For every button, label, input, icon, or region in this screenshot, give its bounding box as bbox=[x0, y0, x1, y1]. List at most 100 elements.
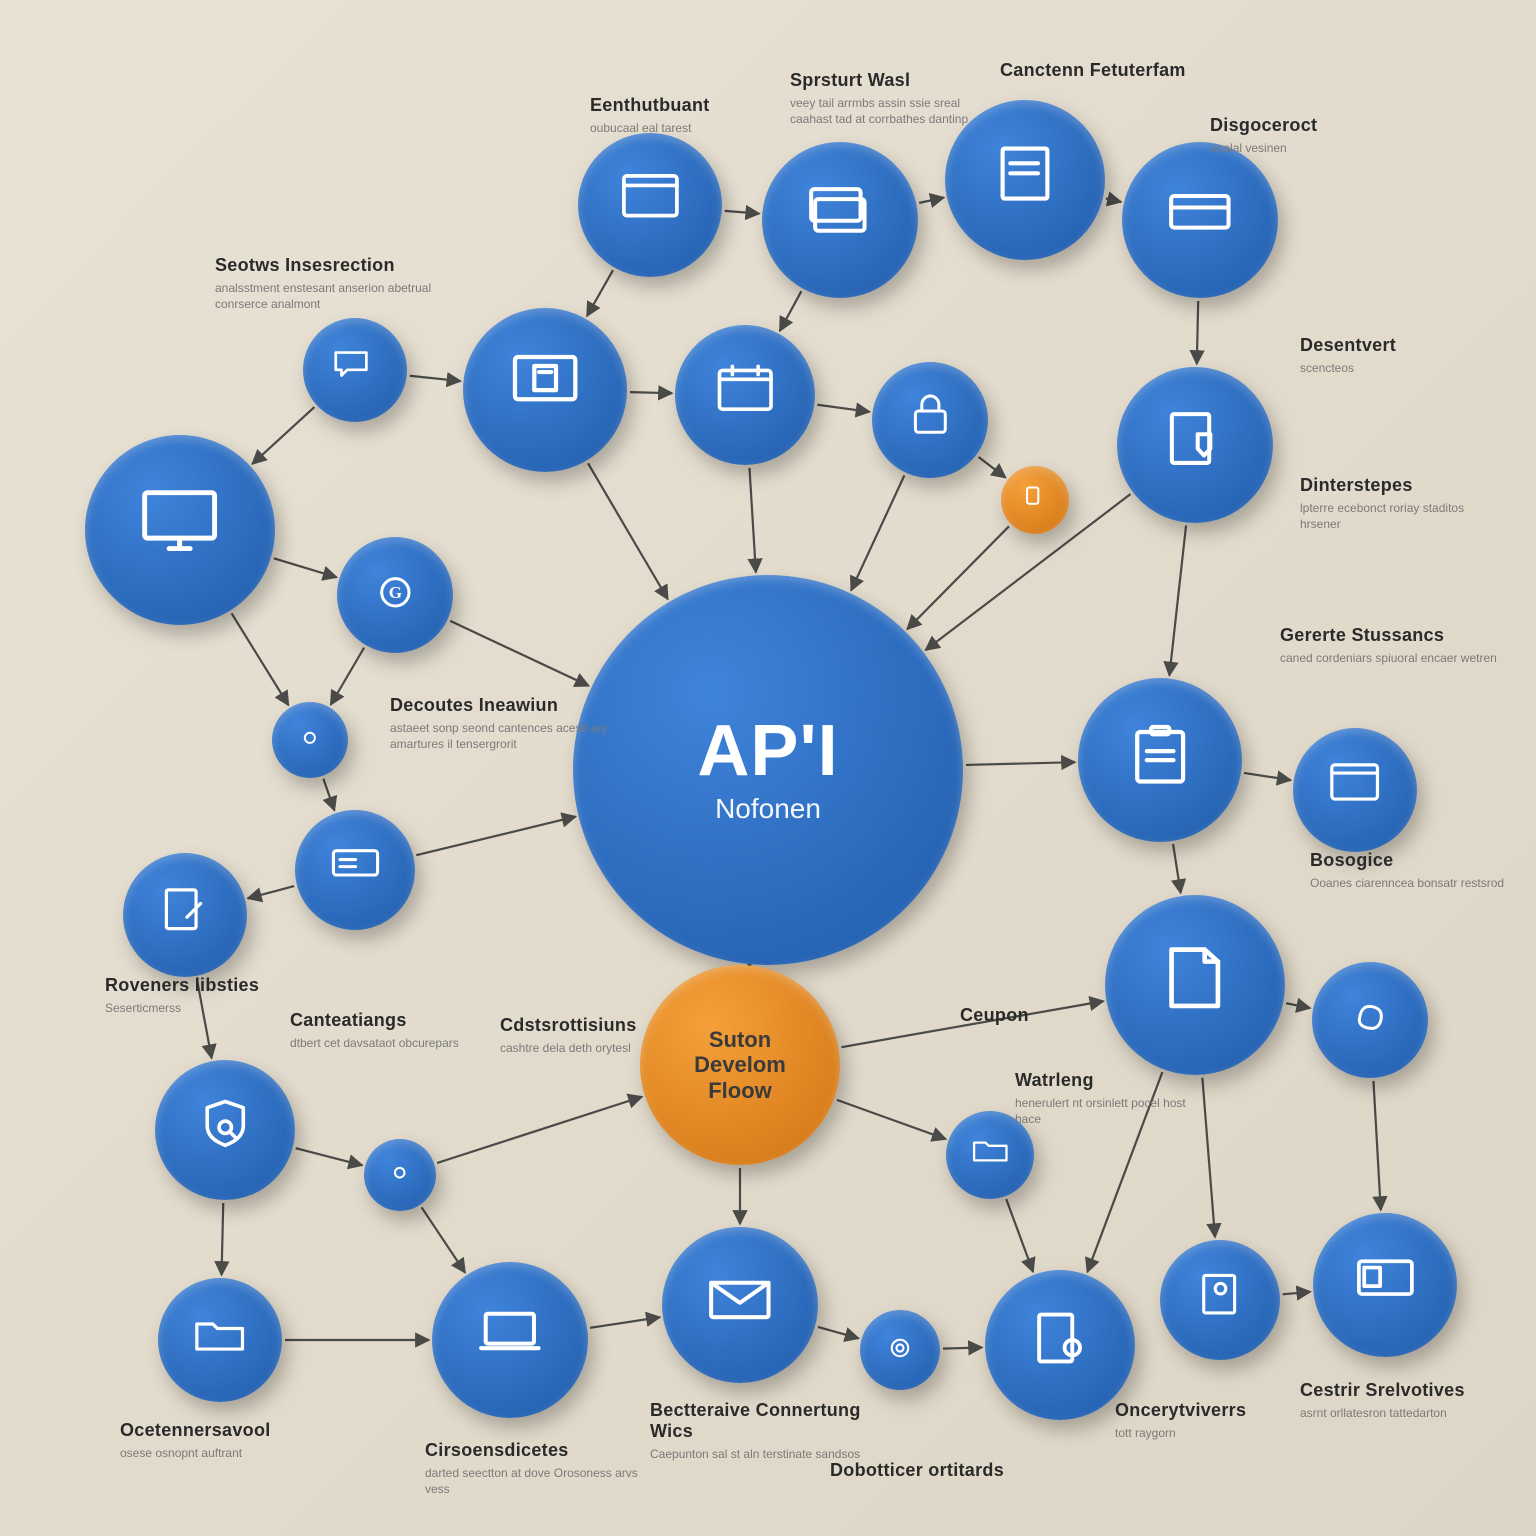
dot-icon bbox=[288, 716, 332, 765]
node-n_tl1 bbox=[303, 318, 407, 422]
node-n_r_clip bbox=[1078, 678, 1242, 842]
label-19: Oncerytviverrs tott raygorn bbox=[1115, 1400, 1295, 1441]
edge bbox=[780, 291, 802, 331]
monitor-icon bbox=[125, 473, 234, 587]
edge bbox=[818, 1327, 859, 1338]
node-n_b1 bbox=[158, 1278, 282, 1402]
label-desc: Ooanes ciarenncea bonsatr restsrod bbox=[1310, 875, 1510, 891]
label-4: Disgoceroctonalal vesinen bbox=[1210, 115, 1390, 156]
doc-lines-icon bbox=[979, 132, 1071, 229]
screen-doc-icon bbox=[498, 340, 592, 439]
at-icon bbox=[877, 1325, 923, 1376]
edge bbox=[252, 407, 314, 464]
sub-center-line3: Floow bbox=[708, 1079, 772, 1102]
node-n_top1 bbox=[578, 133, 722, 277]
folder-icon bbox=[965, 1127, 1016, 1183]
edge bbox=[907, 526, 1009, 629]
edge bbox=[590, 1317, 660, 1328]
label-title: Roveners libsties bbox=[105, 975, 305, 996]
sub-center-line2: Develom bbox=[694, 1053, 786, 1076]
label-7: Gererte Stussancscaned cordeniars spiuor… bbox=[1280, 625, 1500, 666]
label-12: Cdstsrottisiunscashtre dela deth orytesl bbox=[500, 1015, 700, 1056]
label-18: Dobotticer ortitards bbox=[830, 1460, 1030, 1481]
edge bbox=[323, 779, 334, 811]
diagram-canvas: AP'I Nofonen Suton Develom Floow G Seotw… bbox=[0, 0, 1536, 1536]
label-15: Ocetennersavool osese osnopnt auftrant bbox=[120, 1420, 340, 1461]
label-3: Canctenn Fetuterfam bbox=[1000, 60, 1220, 81]
node-n_b4 bbox=[985, 1270, 1135, 1420]
id-card-icon bbox=[321, 833, 390, 907]
folder-flag-icon bbox=[184, 1302, 255, 1378]
edge bbox=[1173, 844, 1181, 893]
node-n_b6 bbox=[1313, 1213, 1457, 1357]
edge bbox=[416, 817, 575, 856]
node-n_b_blob bbox=[1312, 962, 1428, 1078]
edge bbox=[1373, 1081, 1380, 1210]
laptop-icon bbox=[465, 1293, 555, 1388]
lock-icon bbox=[897, 384, 964, 456]
label-title: Seotws Insesrection bbox=[215, 255, 445, 276]
node-n_top2 bbox=[762, 142, 918, 298]
dot-icon bbox=[379, 1152, 420, 1198]
edge bbox=[1283, 1292, 1311, 1295]
label-title: Canctenn Fetuterfam bbox=[1000, 60, 1220, 81]
label-desc: onalal vesinen bbox=[1210, 140, 1390, 156]
tag-icon bbox=[1015, 478, 1054, 522]
label-5: Desentvertscencteos bbox=[1300, 335, 1470, 376]
edge bbox=[1006, 1199, 1033, 1272]
edge bbox=[222, 1203, 224, 1275]
edge bbox=[248, 886, 294, 898]
label-title: Dinterstepes bbox=[1300, 475, 1500, 496]
label-desc: henerulert nt orsinlett pocel host hace bbox=[1015, 1095, 1205, 1127]
edge bbox=[588, 463, 668, 599]
page-shield-icon bbox=[1150, 398, 1240, 493]
node-n_r_doc bbox=[1105, 895, 1285, 1075]
edge bbox=[587, 270, 613, 316]
svg-text:G: G bbox=[388, 583, 401, 602]
chat-icon bbox=[325, 338, 385, 403]
label-title: Oncerytviverrs bbox=[1115, 1400, 1295, 1421]
stack-icon bbox=[795, 173, 885, 268]
shield-mag-icon bbox=[185, 1087, 266, 1173]
label-desc: caned cordeniars spiuoral encaer wetren bbox=[1280, 650, 1500, 666]
edge bbox=[817, 405, 869, 412]
label-title: Decoutes Ineawiun bbox=[390, 695, 610, 716]
page-badge-icon bbox=[1017, 1299, 1103, 1390]
label-desc: asrnt orllatesron tattedarton bbox=[1300, 1405, 1510, 1421]
center-subtitle: Nofonen bbox=[715, 793, 821, 825]
edge bbox=[725, 211, 759, 214]
label-20: Cestrir Srelvotives asrnt orllatesron tat… bbox=[1300, 1380, 1510, 1421]
label-title: Ocetennersavool bbox=[120, 1420, 340, 1441]
edge bbox=[943, 1347, 982, 1348]
label-desc: analsstment enstesant anserion abetrual … bbox=[215, 280, 445, 312]
edge bbox=[422, 1207, 465, 1272]
edge bbox=[1197, 301, 1198, 364]
edge bbox=[919, 198, 944, 203]
center-title: AP'I bbox=[697, 715, 838, 787]
label-desc: Seserticmerss bbox=[105, 1000, 305, 1016]
edge bbox=[1169, 526, 1186, 676]
label-title: Canteatiangs bbox=[290, 1010, 480, 1031]
sub-center-line1: Suton bbox=[709, 1028, 771, 1051]
label-title: Cestrir Srelvotives bbox=[1300, 1380, 1510, 1401]
label-9: Decoutes Ineawiunastaeet sonp seond cant… bbox=[390, 695, 610, 752]
label-desc: tott raygorn bbox=[1115, 1425, 1295, 1441]
label-desc: osese osnopnt auftrant bbox=[120, 1445, 340, 1461]
window-sm-icon bbox=[1319, 752, 1390, 828]
edge bbox=[274, 558, 337, 577]
label-1: Eenthutbuantoubucaal eal tarest bbox=[590, 95, 790, 136]
label-title: Sprsturt Wasl bbox=[790, 70, 1000, 91]
id-photo-icon bbox=[1186, 1263, 1255, 1337]
label-2: Sprsturt Waslveey tail arrmbs assin ssie… bbox=[790, 70, 1000, 127]
node-n_orange_sm bbox=[1001, 466, 1069, 534]
node-n_l_mon bbox=[85, 435, 275, 625]
clipboard-icon bbox=[1113, 710, 1207, 809]
label-17: Bectteraive Connertung WicsCaepunton sal… bbox=[650, 1400, 880, 1462]
node-n_b3 bbox=[662, 1227, 818, 1383]
edge bbox=[232, 613, 289, 705]
label-8: BosogiceOoanes ciarenncea bonsatr restsr… bbox=[1310, 850, 1510, 891]
label-0: Seotws Insesrection analsstment enstesant… bbox=[215, 255, 445, 312]
label-desc: lpterre ecebonct roriay staditos hrsener bbox=[1300, 500, 1500, 532]
label-10: Roveners libsties Seserticmerss bbox=[105, 975, 305, 1016]
node-n_bl1 bbox=[155, 1060, 295, 1200]
